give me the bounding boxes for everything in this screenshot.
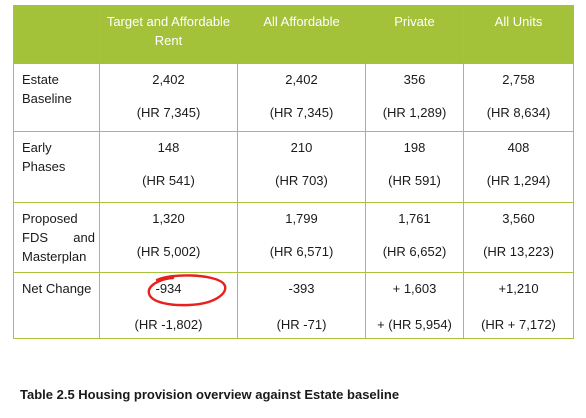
cell-habitable-rooms: (HR 591): [388, 173, 441, 188]
table-cell: -393 (HR -71): [237, 272, 366, 339]
table-cell: 198 (HR 591): [365, 131, 464, 203]
cell-value: +1,210: [498, 281, 539, 296]
table-cell: -934 (HR -1,802): [99, 272, 238, 339]
cell-habitable-rooms: (HR -1,802): [134, 317, 203, 332]
cell-habitable-rooms: (HR 5,002): [136, 244, 201, 259]
table-cell: 408 (HR 1,294): [463, 131, 574, 203]
row-label-estate-baseline: Estate Baseline: [13, 63, 100, 132]
cell-value: 2,758: [502, 72, 535, 87]
cell-habitable-rooms: (HR -71): [276, 317, 327, 332]
cell-value: 2,402: [285, 72, 318, 87]
cell-value: 3,560: [502, 211, 535, 226]
header-cell-target-affordable-rent: Target and Affordable Rent: [99, 5, 238, 64]
table-row: Estate Baseline 2,402 (HR 7,345) 2,402 (HR…: [13, 63, 574, 132]
cell-value: + 1,603: [392, 281, 437, 296]
cell-habitable-rooms: (HR 8,634): [486, 105, 551, 120]
housing-provision-table: Target and Affordable Rent All Affordabl…: [13, 5, 574, 339]
housing-table-container: Target and Affordable Rent All Affordabl…: [13, 5, 574, 339]
table-cell: 2,402 (HR 7,345): [237, 63, 366, 132]
cell-habitable-rooms: (HR 1,294): [486, 173, 551, 188]
cell-habitable-rooms: (HR 1,289): [382, 105, 447, 120]
header-cell-private: Private: [365, 5, 464, 64]
cell-value: 1,320: [152, 211, 185, 226]
table-cell: 356 (HR 1,289): [365, 63, 464, 132]
table-caption: Table 2.5 Housing provision overview aga…: [20, 387, 400, 402]
table-row: Net Change -934 (HR -1,802) -393 (HR -71)…: [13, 272, 574, 339]
table-cell: 148 (HR 541): [99, 131, 238, 203]
cell-habitable-rooms: + (HR 5,954): [377, 317, 452, 332]
cell-value: 356: [403, 72, 426, 87]
cell-habitable-rooms: (HR 7,345): [136, 105, 201, 120]
table-cell: 2,402 (HR 7,345): [99, 63, 238, 132]
table-header-row: Target and Affordable Rent All Affordabl…: [13, 5, 574, 64]
cell-value: 210: [290, 140, 313, 155]
cell-habitable-rooms: (HR 13,223): [483, 244, 554, 259]
table-cell: 1,799 (HR 6,571): [237, 202, 366, 273]
table-cell: 1,761 (HR 6,652): [365, 202, 464, 273]
table-cell: 2,758 (HR 8,634): [463, 63, 574, 132]
cell-value: 408: [507, 140, 530, 155]
header-cell-all-units: All Units: [463, 5, 574, 64]
header-cell-empty: [13, 5, 100, 64]
table-cell: 1,320 (HR 5,002): [99, 202, 238, 273]
cell-value: -934: [155, 281, 182, 296]
cell-value: 198: [403, 140, 426, 155]
row-label-proposed-fds-masterplan: Proposed FDS and Masterplan: [13, 202, 100, 273]
cell-value: -393: [288, 281, 315, 296]
cell-value: 1,799: [285, 211, 318, 226]
table-row: Early Phases 148 (HR 541) 210 (HR 703) 198…: [13, 131, 574, 203]
row-label-early-phases: Early Phases: [13, 131, 100, 203]
cell-habitable-rooms: (HR + 7,172): [481, 317, 556, 332]
cell-value: 2,402: [152, 72, 185, 87]
cell-value: 148: [157, 140, 180, 155]
table-row: Proposed FDS and Masterplan 1,320 (HR 5,0…: [13, 202, 574, 273]
cell-habitable-rooms: (HR 541): [142, 173, 195, 188]
cell-habitable-rooms: (HR 6,652): [382, 244, 447, 259]
cell-habitable-rooms: (HR 6,571): [269, 244, 334, 259]
table-cell: + 1,603 + (HR 5,954): [365, 272, 464, 339]
row-label-net-change: Net Change: [13, 272, 100, 339]
cell-habitable-rooms: (HR 703): [275, 173, 328, 188]
table-cell: 3,560 (HR 13,223): [463, 202, 574, 273]
table-cell: 210 (HR 703): [237, 131, 366, 203]
cell-value: 1,761: [398, 211, 431, 226]
table-cell: +1,210 (HR + 7,172): [463, 272, 574, 339]
cell-habitable-rooms: (HR 7,345): [269, 105, 334, 120]
highlighted-value: -934: [148, 274, 227, 307]
header-cell-all-affordable: All Affordable: [237, 5, 366, 64]
cell-value-wrapper: -934: [104, 274, 233, 307]
